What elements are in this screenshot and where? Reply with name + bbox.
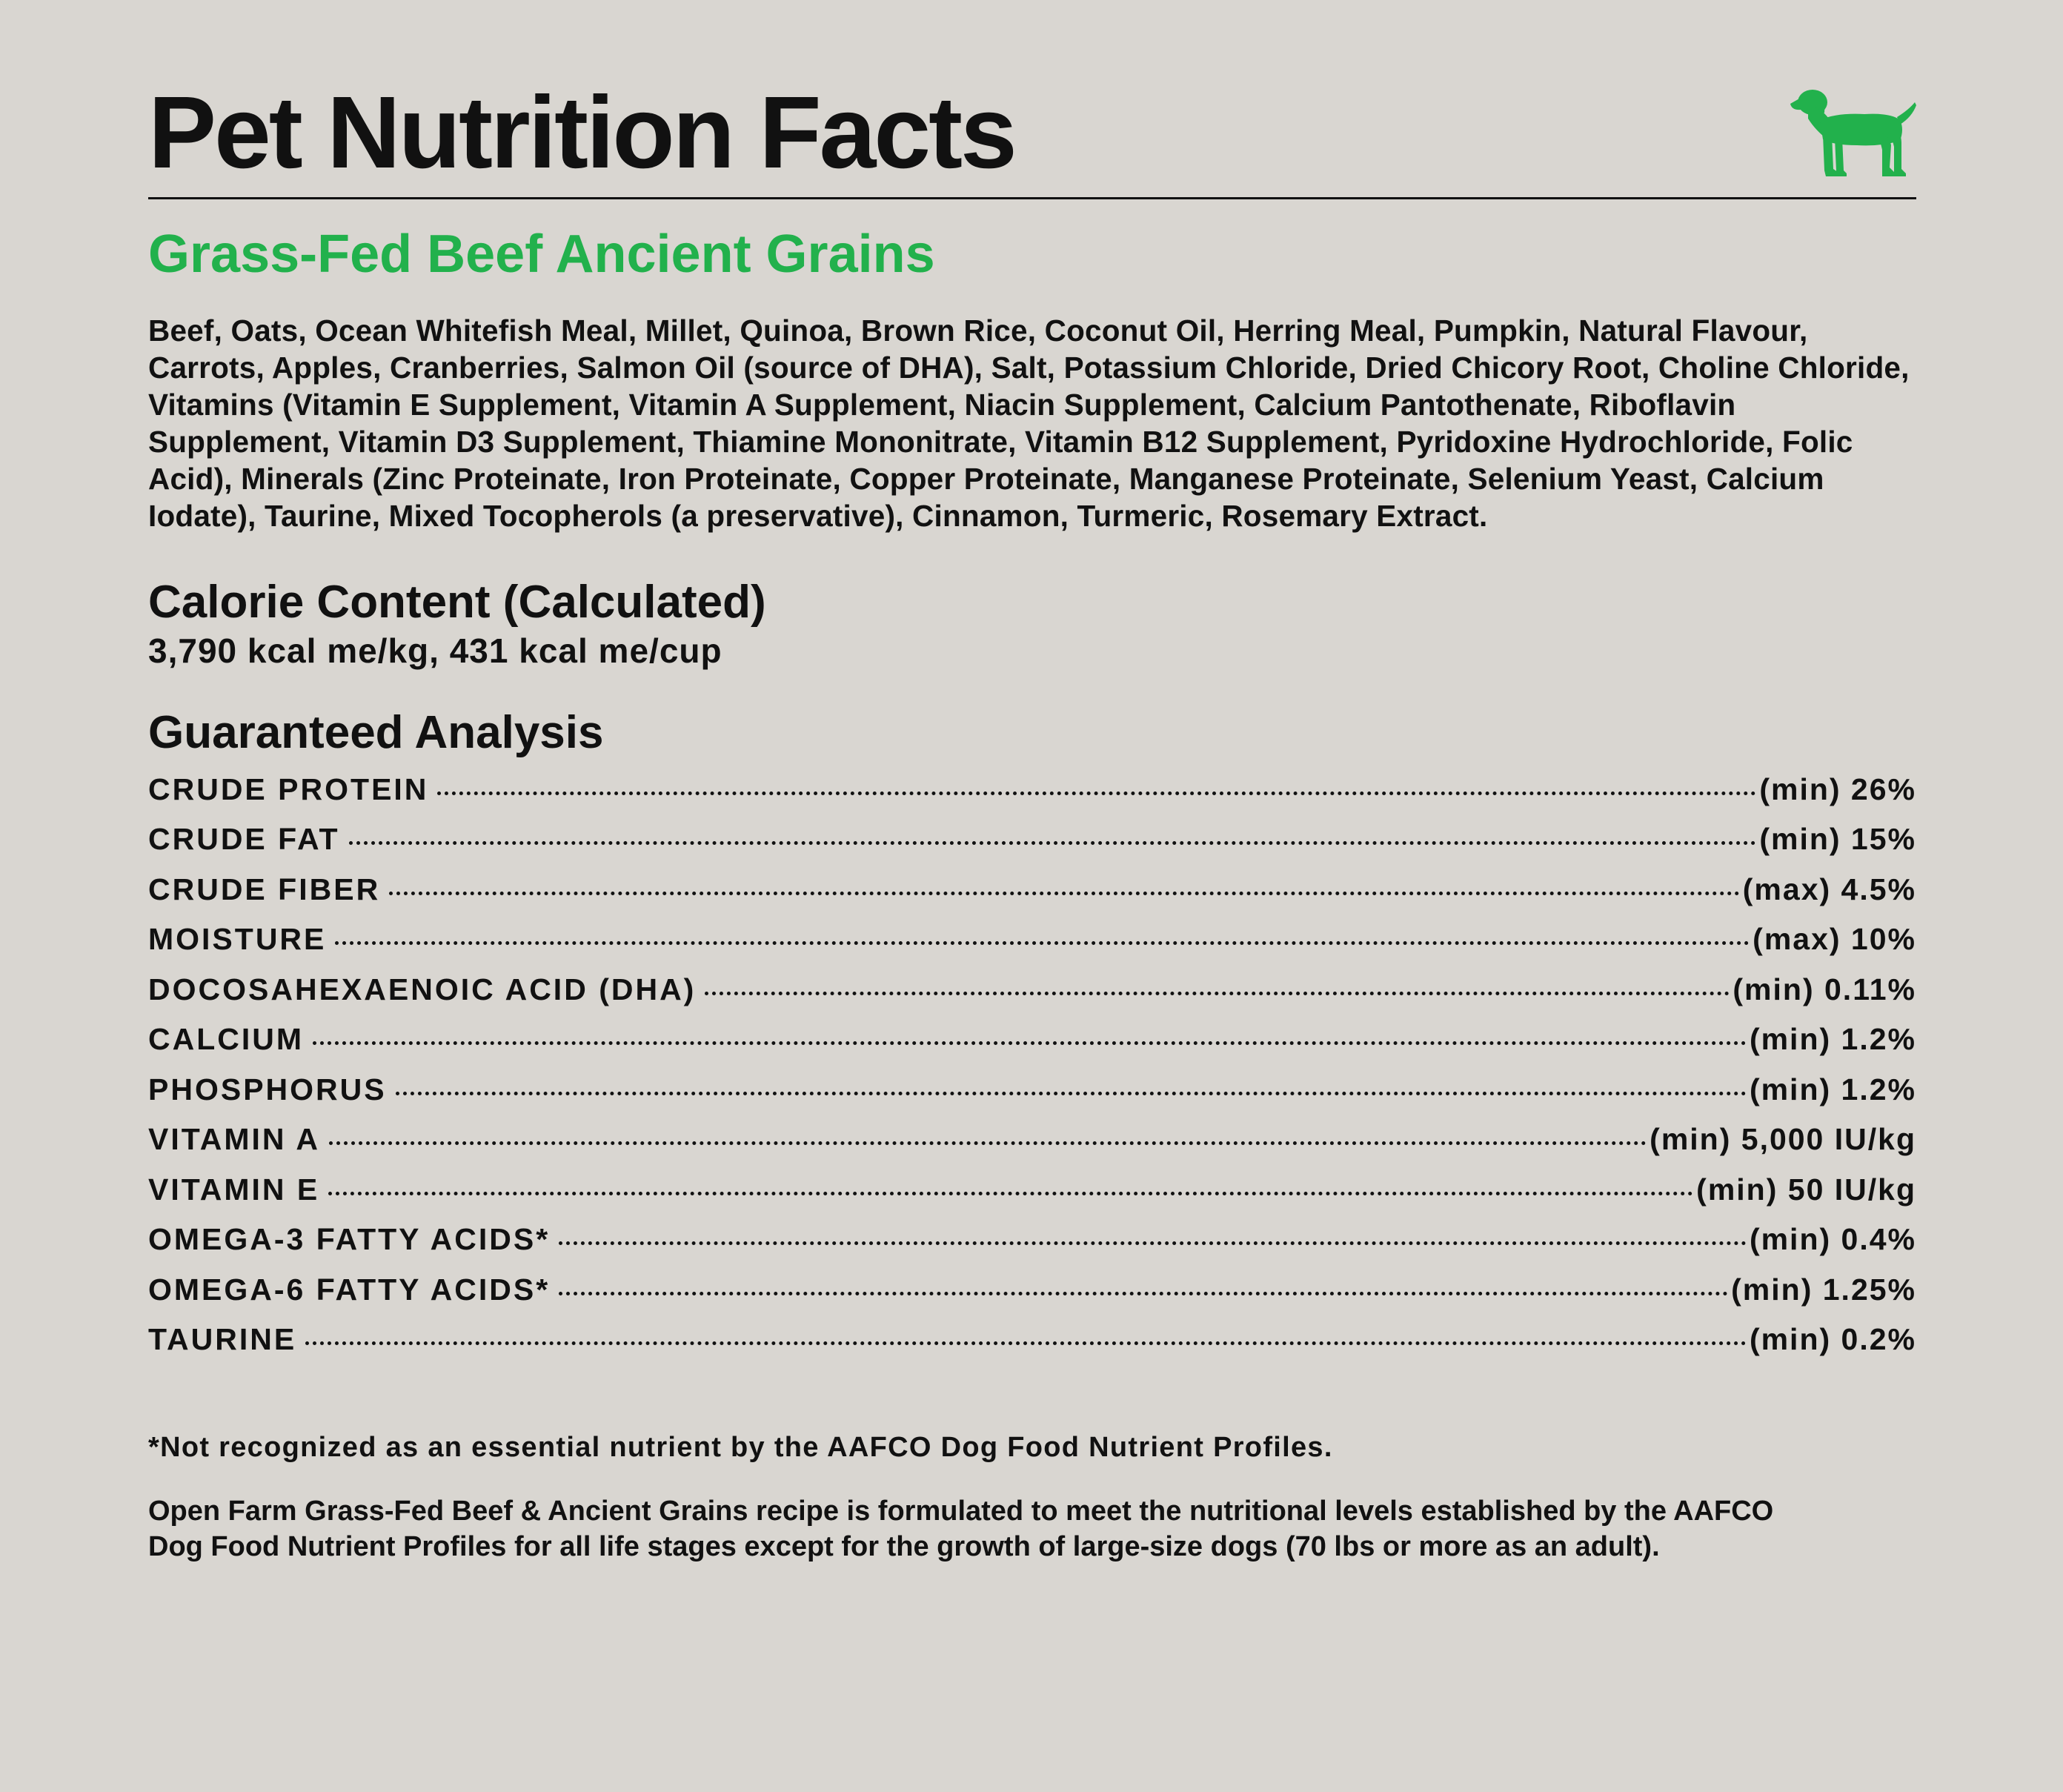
analysis-row: CALCIUM (min) 1.2% xyxy=(148,1022,1916,1072)
analysis-row: VITAMIN A (min) 5,000 IU/kg xyxy=(148,1122,1916,1172)
ingredient-list: Beef, Oats, Ocean Whitefish Meal, Millet… xyxy=(148,313,1910,534)
nutrient-name: OMEGA-3 FATTY ACIDS* xyxy=(148,1222,551,1257)
nutrient-name: CRUDE FAT xyxy=(148,822,340,857)
product-name: Grass-Fed Beef Ancient Grains xyxy=(148,225,935,284)
nutrient-name: CRUDE PROTEIN xyxy=(148,771,429,806)
nutrient-name: DOCOSAHEXAENOIC ACID (DHA) xyxy=(148,972,697,1006)
analysis-row: MOISTURE (max) 10% xyxy=(148,922,1916,972)
calorie-value: 3,790 kcal me/kg, 431 kcal me/cup xyxy=(148,631,722,671)
nutrient-value: (min) 1.2% xyxy=(1749,1072,1916,1106)
nutrient-name: VITAMIN E xyxy=(148,1172,320,1207)
dot-leader xyxy=(305,1341,1747,1346)
nutrient-value: (min) 0.11% xyxy=(1733,972,1916,1006)
analysis-row: OMEGA-3 FATTY ACIDS* (min) 0.4% xyxy=(148,1222,1916,1272)
analysis-row: TAURINE (min) 0.2% xyxy=(148,1322,1916,1373)
analysis-row: CRUDE PROTEIN (min) 26% xyxy=(148,772,1916,823)
nutrient-name: CRUDE FIBER xyxy=(148,872,381,906)
analysis-row: CRUDE FAT (min) 15% xyxy=(148,822,1916,872)
calorie-section: Calorie Content (Calculated) 3,790 kcal … xyxy=(148,577,1916,671)
nutrient-value: (min) 1.2% xyxy=(1749,1022,1916,1057)
dot-leader xyxy=(328,1191,1694,1195)
dot-leader xyxy=(705,991,1730,995)
nutrition-label: Pet Nutrition Facts xyxy=(148,74,1916,1564)
nutrient-name: VITAMIN A xyxy=(148,1122,320,1157)
dot-leader xyxy=(328,1141,1647,1146)
analysis-row: PHOSPHORUS (min) 1.2% xyxy=(148,1072,1916,1123)
nutrient-value: (min) 50 IU/kg xyxy=(1696,1172,1916,1207)
analysis-row: DOCOSAHEXAENOIC ACID (DHA) (min) 0.11% xyxy=(148,972,1916,1023)
dot-leader xyxy=(559,1241,1747,1246)
analysis-row: OMEGA-6 FATTY ACIDS* (min) 1.25% xyxy=(148,1272,1916,1323)
dot-leader xyxy=(559,1291,1729,1295)
nutrient-value: (min) 15% xyxy=(1759,822,1916,857)
page-title: Pet Nutrition Facts xyxy=(148,76,1017,190)
nutrient-value: (min) 5,000 IU/kg xyxy=(1650,1122,1916,1157)
dot-leader xyxy=(335,941,1750,946)
nutrient-value: (min) 0.4% xyxy=(1749,1222,1916,1257)
nutrient-value: (max) 10% xyxy=(1753,922,1916,957)
aafco-statement: Open Farm Grass-Fed Beef & Ancient Grain… xyxy=(148,1495,1774,1562)
calorie-heading: Calorie Content (Calculated) xyxy=(148,577,766,628)
analysis-heading: Guaranteed Analysis xyxy=(148,707,604,759)
dot-leader xyxy=(395,1091,1747,1095)
label-header: Pet Nutrition Facts xyxy=(148,74,1916,199)
dot-leader xyxy=(313,1041,1747,1046)
nutrient-name: CALCIUM xyxy=(148,1022,305,1057)
analysis-row: CRUDE FIBER (max) 4.5% xyxy=(148,872,1916,923)
analysis-row: VITAMIN E (min) 50 IU/kg xyxy=(148,1172,1916,1223)
dot-leader xyxy=(437,791,1757,795)
nutrient-name: OMEGA-6 FATTY ACIDS* xyxy=(148,1272,551,1307)
footnote: *Not recognized as an essential nutrient… xyxy=(148,1431,1333,1463)
nutrient-value: (min) 1.25% xyxy=(1731,1272,1916,1307)
nutrient-name: MOISTURE xyxy=(148,922,327,957)
nutrient-value: (max) 4.5% xyxy=(1742,872,1916,906)
analysis-table: CRUDE PROTEIN (min) 26% CRUDE FAT (min) 15… xyxy=(148,772,1916,1373)
dot-leader xyxy=(348,841,1757,846)
nutrient-value: (min) 26% xyxy=(1759,771,1916,806)
nutrient-name: TAURINE xyxy=(148,1322,297,1357)
dog-icon xyxy=(1790,90,1916,176)
analysis-section: Guaranteed Analysis CRUDE PROTEIN (min) 2… xyxy=(148,708,1916,1372)
nutrient-name: PHOSPHORUS xyxy=(148,1072,387,1106)
dot-leader xyxy=(389,891,1740,895)
nutrient-value: (min) 0.2% xyxy=(1749,1322,1916,1357)
